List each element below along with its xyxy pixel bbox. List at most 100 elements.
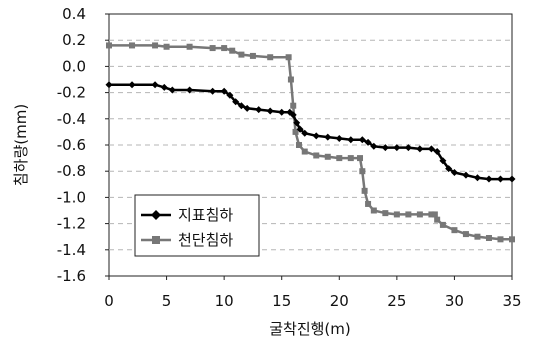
x-tick-label: 20 bbox=[330, 292, 349, 310]
data-point-surface bbox=[416, 145, 424, 153]
data-point-crown bbox=[238, 51, 245, 58]
data-point-surface bbox=[473, 174, 481, 182]
data-point-surface bbox=[226, 91, 234, 99]
data-point-surface bbox=[433, 148, 441, 156]
data-point-crown bbox=[361, 187, 368, 194]
data-point-surface bbox=[296, 125, 304, 133]
series-layer bbox=[105, 42, 516, 243]
data-point-crown bbox=[249, 52, 256, 59]
data-point-crown bbox=[393, 211, 400, 218]
data-point-crown bbox=[462, 231, 469, 238]
data-point-surface bbox=[445, 165, 453, 173]
data-point-crown bbox=[152, 42, 159, 49]
data-point-crown bbox=[295, 142, 302, 148]
data-point-crown bbox=[405, 211, 412, 218]
data-point-surface bbox=[393, 144, 401, 152]
data-point-surface bbox=[301, 129, 309, 137]
data-point-surface bbox=[312, 132, 320, 140]
data-point-crown bbox=[474, 233, 481, 240]
x-tick-label: 25 bbox=[387, 292, 406, 310]
data-point-crown bbox=[163, 43, 170, 50]
legend-box bbox=[134, 194, 260, 257]
data-point-crown bbox=[336, 155, 343, 162]
data-point-crown bbox=[357, 155, 364, 162]
data-point-surface bbox=[381, 144, 389, 152]
data-point-surface bbox=[160, 83, 168, 91]
legend-marker-diamond bbox=[151, 210, 161, 220]
data-point-surface bbox=[347, 136, 355, 144]
data-point-crown bbox=[290, 102, 297, 109]
data-point-crown bbox=[186, 43, 193, 50]
x-axis-ticks: 0 5 10 15 20 25 30 35 bbox=[104, 276, 522, 310]
data-point-surface bbox=[293, 119, 301, 127]
data-point-surface bbox=[243, 104, 251, 112]
data-point-crown bbox=[267, 54, 274, 61]
data-point-surface bbox=[370, 142, 378, 150]
legend-label-crown: 천단침하 bbox=[178, 231, 233, 249]
data-point-surface bbox=[151, 81, 159, 89]
data-point-surface bbox=[278, 108, 286, 116]
data-point-crown bbox=[301, 148, 308, 155]
data-point-surface bbox=[266, 107, 274, 115]
data-point-surface bbox=[427, 145, 435, 153]
data-point-crown bbox=[439, 221, 446, 228]
data-point-surface bbox=[462, 171, 470, 179]
x-tick-label: 10 bbox=[215, 292, 234, 310]
data-point-crown bbox=[434, 216, 441, 223]
x-tick-label: 0 bbox=[104, 292, 114, 310]
data-point-surface bbox=[128, 81, 136, 89]
data-point-crown bbox=[485, 235, 492, 242]
data-point-crown bbox=[229, 47, 236, 54]
legend: 지표침하 천단침하 bbox=[134, 194, 260, 257]
data-point-surface bbox=[289, 111, 297, 119]
data-point-crown bbox=[347, 155, 354, 162]
data-point-crown bbox=[292, 128, 299, 135]
data-point-surface bbox=[220, 87, 228, 95]
data-point-surface bbox=[186, 86, 194, 94]
x-tick-label: 15 bbox=[272, 292, 291, 310]
y-tick-label: 0.0 bbox=[62, 57, 86, 75]
data-point-crown bbox=[428, 211, 435, 218]
data-point-surface bbox=[404, 144, 412, 152]
data-point-surface bbox=[255, 106, 263, 114]
x-tick-label: 30 bbox=[445, 292, 464, 310]
y-tick-label: 0.2 bbox=[62, 31, 86, 49]
data-point-surface bbox=[496, 175, 504, 183]
data-point-surface bbox=[324, 133, 332, 141]
y-tick-label: 0.4 bbox=[62, 5, 86, 23]
y-tick-label: -1.4 bbox=[57, 241, 86, 259]
data-point-surface bbox=[508, 175, 516, 183]
data-point-crown bbox=[359, 168, 366, 175]
data-point-crown bbox=[416, 211, 423, 218]
x-tick-label: 5 bbox=[162, 292, 172, 310]
data-point-crown bbox=[497, 236, 504, 243]
legend-label-surface: 지표침하 bbox=[178, 206, 233, 224]
data-point-crown bbox=[382, 210, 389, 217]
data-point-crown bbox=[106, 42, 112, 49]
data-point-crown bbox=[324, 153, 331, 160]
y-tick-label: -0.2 bbox=[57, 84, 86, 102]
data-point-crown bbox=[370, 207, 377, 214]
data-point-crown bbox=[509, 236, 515, 243]
data-point-surface bbox=[232, 98, 240, 106]
x-tick-label: 35 bbox=[502, 292, 521, 310]
data-point-crown bbox=[129, 42, 136, 49]
y-axis-title: 침하량(mm) bbox=[12, 104, 30, 186]
y-tick-label: -1.0 bbox=[57, 188, 86, 206]
data-point-surface bbox=[439, 157, 447, 165]
y-tick-label: -0.8 bbox=[57, 162, 86, 180]
data-point-surface bbox=[105, 81, 113, 89]
data-point-surface bbox=[485, 175, 493, 183]
y-tick-label: -1.6 bbox=[57, 267, 86, 285]
data-point-crown bbox=[285, 54, 292, 61]
data-point-crown bbox=[209, 45, 216, 52]
data-point-surface bbox=[209, 87, 217, 95]
data-point-crown bbox=[287, 76, 294, 83]
legend-marker-square bbox=[152, 236, 160, 244]
data-point-crown bbox=[221, 45, 228, 52]
y-tick-label: -1.2 bbox=[57, 215, 86, 233]
y-tick-label: -0.6 bbox=[57, 136, 86, 154]
data-point-crown bbox=[451, 227, 458, 234]
